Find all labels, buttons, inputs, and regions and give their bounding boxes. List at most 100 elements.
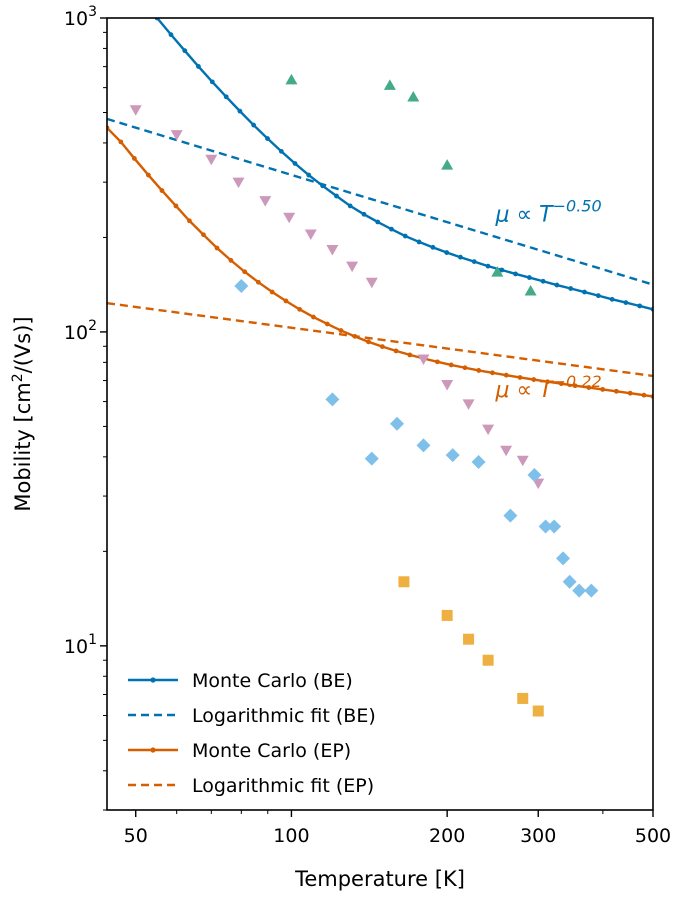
series-0-point bbox=[595, 293, 601, 299]
series-0-point bbox=[416, 239, 422, 245]
series-0-point bbox=[430, 244, 436, 250]
series-2-point bbox=[393, 348, 399, 354]
plot-background bbox=[107, 18, 653, 810]
scatter-1-marker bbox=[283, 212, 296, 224]
series-2-point bbox=[242, 269, 248, 275]
series-2-point bbox=[228, 257, 234, 263]
scatter-0-marker bbox=[524, 285, 537, 296]
series-2-point bbox=[627, 390, 633, 396]
series-0-point bbox=[361, 211, 367, 217]
scatter-1-marker bbox=[500, 445, 513, 457]
scatter-3-marker bbox=[517, 692, 529, 704]
x-axis-title: Temperature [K] bbox=[294, 867, 465, 891]
series-0-point bbox=[209, 79, 215, 85]
series-0-point bbox=[458, 254, 463, 260]
series-2-point bbox=[613, 388, 619, 394]
x-tick-label: 300 bbox=[520, 825, 556, 847]
series-2-point bbox=[311, 314, 316, 320]
data-layer bbox=[107, 18, 653, 717]
scatter-1-marker bbox=[129, 105, 142, 116]
scatter-2-marker bbox=[445, 448, 460, 463]
y-tick-base: 10 bbox=[64, 322, 88, 344]
series-2-point bbox=[187, 218, 192, 224]
series-0-point bbox=[513, 271, 518, 277]
scatter-2-marker bbox=[556, 551, 571, 566]
y-tick-label: 103 bbox=[64, 4, 97, 30]
annotation-be: μ ∝ T−0.50 bbox=[494, 196, 601, 227]
y-tick-base: 10 bbox=[64, 8, 88, 30]
series-2-point bbox=[255, 279, 261, 285]
scatter-0-marker bbox=[285, 73, 298, 85]
series-0-point bbox=[168, 32, 174, 38]
series-2-point bbox=[131, 156, 137, 161]
y-tick-label: 102 bbox=[64, 318, 97, 344]
series-2-point bbox=[366, 339, 371, 345]
annotation-be-exponent: −0.50 bbox=[553, 196, 602, 215]
series-0-point bbox=[637, 303, 643, 309]
legend-label-1: Logarithmic fit (BE) bbox=[192, 705, 376, 727]
annotation-ep-base: μ ∝ T bbox=[494, 378, 554, 403]
series-0-point bbox=[375, 219, 381, 225]
scatter-1-marker bbox=[482, 424, 495, 436]
x-tick-label: 200 bbox=[429, 825, 465, 847]
legend-label-3: Logarithmic fit (EP) bbox=[192, 775, 374, 797]
series-2-point bbox=[159, 188, 165, 193]
series-2-point bbox=[324, 321, 330, 327]
scatter-2-marker bbox=[416, 438, 431, 453]
scatter-2-marker bbox=[584, 583, 599, 598]
scatter-3-marker bbox=[532, 705, 544, 717]
series-0-point bbox=[223, 94, 229, 100]
series-2-point bbox=[379, 344, 385, 349]
legend-label-0: Monte Carlo (BE) bbox=[192, 670, 353, 692]
series-0-point bbox=[389, 226, 394, 232]
scatter-1-marker bbox=[170, 130, 183, 141]
series-2-point bbox=[503, 372, 509, 378]
series-0-point bbox=[554, 282, 560, 288]
annotation-ep: μ ∝ T−0.22 bbox=[494, 372, 601, 403]
series-0-point bbox=[444, 250, 450, 255]
series-0-point bbox=[582, 289, 587, 295]
series-0-point bbox=[306, 172, 312, 178]
series-0-point bbox=[237, 108, 243, 114]
series-2-point bbox=[214, 245, 220, 251]
scatter-0-marker bbox=[441, 159, 454, 170]
series-0-point bbox=[251, 122, 256, 128]
series-0-point bbox=[292, 161, 298, 166]
series-0-point bbox=[623, 300, 629, 305]
series-0-point bbox=[182, 48, 188, 54]
scatter-1-marker bbox=[417, 354, 430, 365]
scatter-0-marker bbox=[491, 266, 504, 277]
series-0-point bbox=[609, 296, 615, 302]
series-line-1 bbox=[107, 117, 653, 286]
scatter-1-marker bbox=[326, 245, 339, 256]
scatter-3-marker bbox=[482, 654, 494, 666]
series-2-point bbox=[145, 172, 151, 178]
y-axis-title-pre: Mobility [cm bbox=[11, 382, 35, 511]
y-tick-base: 10 bbox=[64, 636, 88, 658]
series-0-point bbox=[471, 259, 477, 265]
x-tick-label: 50 bbox=[124, 825, 148, 847]
scatter-0-marker bbox=[383, 79, 396, 90]
y-tick-label: 101 bbox=[64, 632, 97, 658]
series-2-point bbox=[545, 379, 550, 385]
scatter-2-marker bbox=[562, 574, 577, 589]
y-tick-exponent: 1 bbox=[88, 632, 97, 648]
x-tick-label: 500 bbox=[635, 825, 671, 847]
scatter-1-marker bbox=[441, 380, 454, 391]
scatter-2-marker bbox=[364, 451, 379, 466]
series-2-point bbox=[517, 375, 523, 380]
series-2-point bbox=[558, 381, 564, 387]
scatter-1-marker bbox=[516, 455, 529, 467]
series-2-point bbox=[297, 306, 302, 312]
legend-dot-2 bbox=[150, 747, 156, 753]
scatter-2-marker bbox=[325, 392, 340, 407]
series-0-point bbox=[402, 233, 408, 239]
series-2-point bbox=[407, 352, 413, 358]
series-2-point bbox=[118, 139, 124, 145]
scatter-1-marker bbox=[346, 261, 359, 273]
scatter-2-marker bbox=[471, 455, 486, 470]
scatter-2-marker bbox=[503, 508, 518, 523]
series-2-point bbox=[269, 289, 275, 295]
